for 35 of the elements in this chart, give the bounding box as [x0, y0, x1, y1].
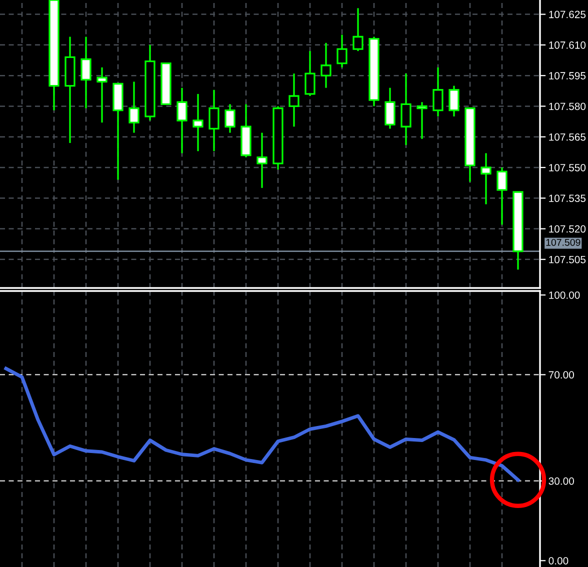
candlestick: [416, 101, 428, 140]
candlestick: [432, 66, 444, 118]
y-tick-label: 107.580: [549, 102, 586, 110]
candlestick: [256, 132, 268, 189]
candlestick: [192, 93, 204, 152]
candlestick: [336, 34, 348, 68]
candlestick: [352, 7, 364, 52]
y-tick-label: 107.520: [549, 225, 586, 233]
y-tick-label: 70.00: [548, 371, 574, 379]
line-series: [4, 366, 520, 482]
candlestick: [96, 66, 108, 124]
y-tick-label: 107.565: [549, 133, 586, 141]
y-tick-label: 0.00: [548, 557, 568, 564]
candlestick: [288, 72, 300, 128]
candlestick: [320, 42, 332, 89]
y-tick-label: 107.505: [549, 256, 586, 264]
y-tick-label: 107.535: [549, 194, 586, 202]
y-tick-label: 30.00: [548, 477, 574, 485]
ref-line-label: 107.509: [546, 238, 580, 246]
candlestick: [176, 86, 188, 154]
y-tick-label: 100.00: [549, 291, 580, 299]
candlestick: [224, 103, 236, 134]
candlestick: [80, 36, 92, 110]
candlestick: [448, 84, 460, 118]
y-tick-label: 107.595: [549, 72, 586, 80]
candlestick: [128, 80, 140, 134]
candlestick: [480, 152, 492, 206]
candlestick: [496, 166, 508, 226]
candlestick: [400, 72, 412, 146]
candlestick: [208, 89, 220, 152]
candlestick: [304, 50, 316, 97]
y-tick-label: 107.625: [549, 10, 586, 18]
candlestick: [384, 86, 396, 130]
y-tick-label: 107.610: [549, 41, 586, 49]
y-tick-label: 107.550: [549, 164, 586, 172]
